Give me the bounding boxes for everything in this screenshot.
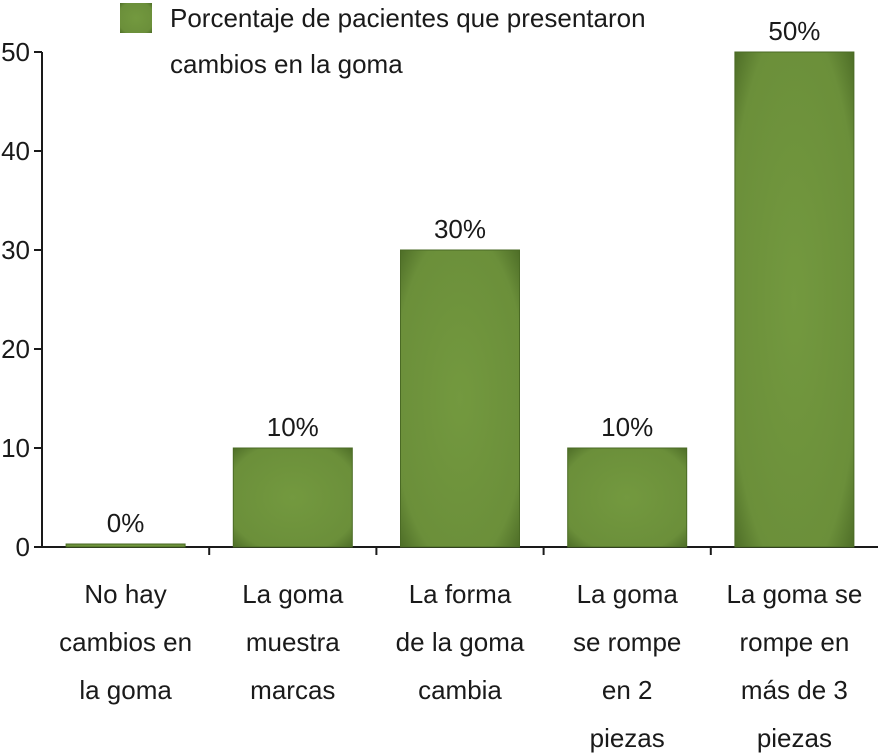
y-tick-label: 10 (1, 433, 30, 463)
x-category-label-line: de la goma (396, 627, 525, 657)
x-category-label-line: No hay (84, 579, 166, 609)
y-tick-label: 30 (1, 235, 30, 265)
x-category-label-line: se rompe (573, 627, 681, 657)
x-category-label-line: piezas (757, 723, 832, 753)
x-category-label-line: cambios en (59, 627, 192, 657)
data-label: 0% (107, 508, 145, 538)
data-label: 30% (434, 214, 486, 244)
x-category-label-line: cambia (418, 675, 502, 705)
y-tick-label: 0 (16, 532, 30, 562)
data-label: 10% (601, 412, 653, 442)
x-category-label-line: piezas (590, 723, 665, 753)
x-category-label-line: La goma (577, 579, 679, 609)
x-category-label-line: La goma (242, 579, 344, 609)
plot-area: 0 10 20 30 40 50 0% No hay cambios en la goma 10% L… (1, 16, 878, 753)
legend-swatch (120, 3, 152, 33)
x-category-label-line: marcas (250, 675, 335, 705)
bar (65, 543, 186, 548)
x-category-label: No hay cambios en la goma (59, 579, 192, 705)
x-category-label-line: más de 3 (741, 675, 848, 705)
x-category-label: La goma se rompe en 2 piezas (573, 579, 681, 753)
x-category-label-line: rompe en (739, 627, 849, 657)
bar (734, 51, 855, 548)
y-tick-label: 40 (1, 136, 30, 166)
x-category-label-line: en 2 (602, 675, 653, 705)
y-tick-label: 50 (1, 37, 30, 67)
legend-line-1: Porcentaje de pacientes que presentaron (170, 3, 646, 33)
x-category-label-line: la goma (79, 675, 172, 705)
x-category-label-line: La forma (409, 579, 512, 609)
legend: Porcentaje de pacientes que presentaron … (120, 3, 646, 79)
y-tick-label: 20 (1, 334, 30, 364)
x-category-label-line: La goma se (726, 579, 862, 609)
legend-line-2: cambios en la goma (170, 49, 403, 79)
data-label: 50% (768, 16, 820, 46)
bar (400, 249, 520, 548)
bar (232, 447, 353, 548)
data-label: 10% (267, 412, 319, 442)
bar (567, 447, 688, 548)
x-category-label-line: muestra (246, 627, 340, 657)
x-category-label: La goma se rompe en más de 3 piezas (726, 579, 862, 753)
x-category-label: La forma de la goma cambia (396, 579, 525, 705)
x-category-label: La goma muestra marcas (242, 579, 344, 705)
